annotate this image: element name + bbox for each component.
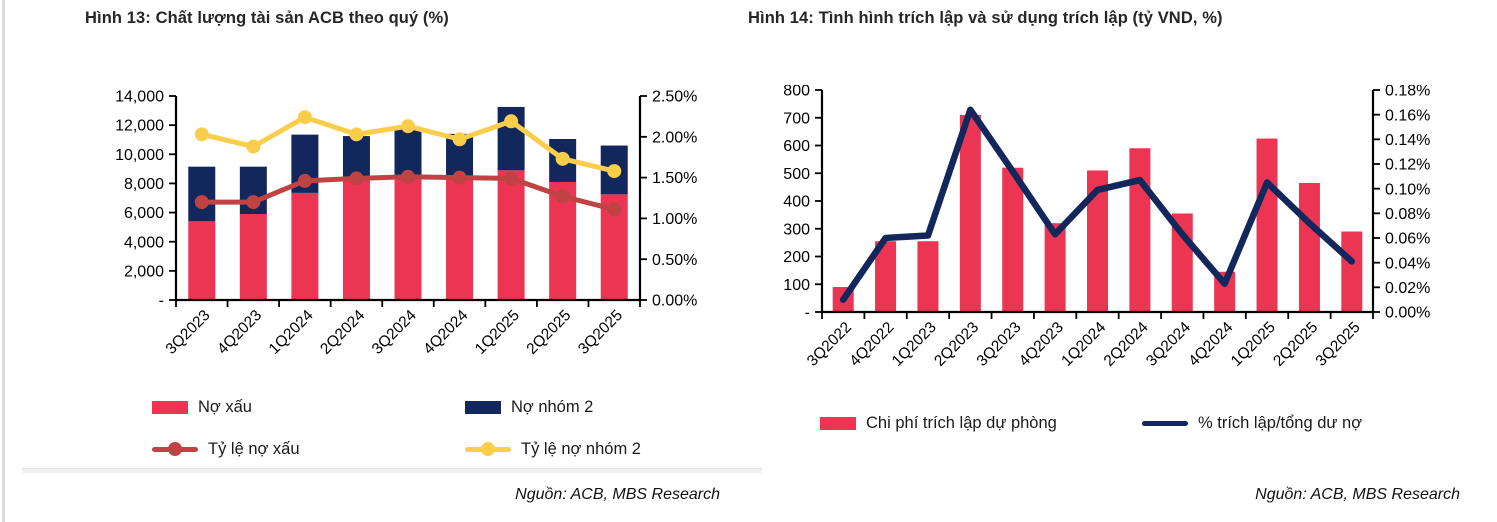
legend-line-swatch xyxy=(152,442,198,456)
legend-bar-swatch xyxy=(820,416,856,430)
svg-text:3Q2025: 3Q2025 xyxy=(1313,319,1364,370)
svg-text:2Q2023: 2Q2023 xyxy=(931,319,982,370)
provision-combo-chart: 800 700 600 500 400 300 200 100 - 0.18% 0.16% 0.14%… xyxy=(783,85,1430,370)
legend-item: % trích lập/tổng dư nợ xyxy=(1142,414,1362,432)
svg-text:2Q2024: 2Q2024 xyxy=(1101,319,1152,370)
svg-text:3Q2023: 3Q2023 xyxy=(163,307,214,358)
svg-text:0.04%: 0.04% xyxy=(1385,255,1430,272)
legend-item: Nợ xấu xyxy=(152,398,465,416)
legend-label: Chi phí trích lập dự phòng xyxy=(866,413,1057,432)
legend-label: Tỷ lệ nợ nhóm 2 xyxy=(521,439,641,458)
svg-text:12,000: 12,000 xyxy=(115,118,164,135)
svg-text:-: - xyxy=(159,293,164,310)
legend-item: Tỷ lệ nợ xấu xyxy=(152,440,465,458)
figure13-title: Hình 13: Chất lượng tài sản ACB theo quý… xyxy=(85,9,449,27)
svg-text:0.16%: 0.16% xyxy=(1385,107,1430,124)
svg-text:2.50%: 2.50% xyxy=(652,89,697,106)
legend-label: Nợ nhóm 2 xyxy=(511,397,594,416)
svg-text:2Q2025: 2Q2025 xyxy=(523,307,574,358)
svg-text:0.02%: 0.02% xyxy=(1385,280,1430,297)
svg-text:200: 200 xyxy=(783,249,810,266)
legend-item: Tỷ lệ nợ nhóm 2 xyxy=(465,440,641,458)
legend-line-swatch xyxy=(465,442,511,456)
figure13-bottom-divider xyxy=(22,468,762,473)
svg-text:1Q2024: 1Q2024 xyxy=(1058,319,1109,370)
legend-label: Tỷ lệ nợ xấu xyxy=(208,439,300,458)
legend-bar-swatch xyxy=(152,400,188,414)
svg-text:4Q2024: 4Q2024 xyxy=(1185,319,1236,370)
figure14-title: Hình 14: Tình hình trích lập và sử dụng … xyxy=(748,9,1223,27)
svg-text:4,000: 4,000 xyxy=(124,234,164,251)
legend-line-marker-dot xyxy=(481,442,495,456)
legend-label: Nợ xấu xyxy=(198,397,252,416)
svg-text:1Q2025: 1Q2025 xyxy=(1228,319,1279,370)
svg-text:2.00%: 2.00% xyxy=(652,129,697,146)
svg-text:0.14%: 0.14% xyxy=(1385,132,1430,149)
svg-text:2Q2025: 2Q2025 xyxy=(1270,319,1321,370)
svg-text:1Q2025: 1Q2025 xyxy=(472,307,523,358)
legend-label: % trích lập/tổng dư nợ xyxy=(1198,413,1363,432)
svg-text:300: 300 xyxy=(783,221,810,238)
svg-text:3Q2024: 3Q2024 xyxy=(1143,319,1194,370)
svg-text:3Q2024: 3Q2024 xyxy=(369,307,420,358)
svg-text:500: 500 xyxy=(783,166,810,183)
svg-text:0.10%: 0.10% xyxy=(1385,181,1430,198)
legend-item: Nợ nhóm 2 xyxy=(465,398,641,416)
svg-text:1.50%: 1.50% xyxy=(652,170,697,187)
svg-text:4Q2023: 4Q2023 xyxy=(1016,319,1067,370)
page-left-border xyxy=(2,0,5,522)
legend-line-marker-dot xyxy=(168,442,182,456)
svg-text:10,000: 10,000 xyxy=(115,147,164,164)
svg-text:0.00%: 0.00% xyxy=(1385,305,1430,322)
legend-bar-swatch xyxy=(465,400,501,414)
svg-text:-: - xyxy=(805,305,810,322)
svg-text:400: 400 xyxy=(783,194,810,211)
svg-text:2,000: 2,000 xyxy=(124,263,164,280)
svg-text:4Q2023: 4Q2023 xyxy=(214,307,265,358)
svg-text:3Q2025: 3Q2025 xyxy=(575,307,626,358)
svg-text:0.06%: 0.06% xyxy=(1385,231,1430,248)
svg-text:100: 100 xyxy=(783,277,810,294)
svg-text:1.00%: 1.00% xyxy=(652,211,697,228)
svg-text:700: 700 xyxy=(783,110,810,127)
svg-text:2Q2024: 2Q2024 xyxy=(317,307,368,358)
svg-text:0.12%: 0.12% xyxy=(1385,157,1430,174)
svg-text:800: 800 xyxy=(783,85,810,100)
svg-text:600: 600 xyxy=(783,138,810,155)
figure14-source: Nguồn: ACB, MBS Research xyxy=(1255,486,1460,503)
svg-text:1Q2024: 1Q2024 xyxy=(266,307,317,358)
svg-text:0.08%: 0.08% xyxy=(1385,206,1430,223)
svg-text:4Q2024: 4Q2024 xyxy=(420,307,471,358)
figure13-source: Nguồn: ACB, MBS Research xyxy=(515,486,720,503)
legend-line-swatch xyxy=(1142,420,1188,426)
svg-text:0.50%: 0.50% xyxy=(652,252,697,269)
legend-item: Chi phí trích lập dự phòng xyxy=(820,414,1142,432)
svg-text:14,000: 14,000 xyxy=(115,89,164,106)
asset-quality-combo-chart: 14,000 12,000 10,000 8,000 6,000 4,000 2,000 - 2… xyxy=(115,89,697,358)
svg-text:0.00%: 0.00% xyxy=(652,293,697,310)
svg-text:3Q2022: 3Q2022 xyxy=(804,319,855,370)
svg-text:4Q2022: 4Q2022 xyxy=(846,319,897,370)
svg-text:0.18%: 0.18% xyxy=(1385,85,1430,100)
svg-text:1Q2023: 1Q2023 xyxy=(889,319,940,370)
figure13-legend: Nợ xấu Nợ nhóm 2 Tỷ lệ nợ xấu Tỷ lệ nợ nhóm… xyxy=(152,398,641,458)
svg-text:6,000: 6,000 xyxy=(124,205,164,222)
figure14-legend: Chi phí trích lập dự phòng % trích lập/tổ… xyxy=(820,414,1362,432)
svg-text:8,000: 8,000 xyxy=(124,176,164,193)
svg-text:3Q2023: 3Q2023 xyxy=(974,319,1025,370)
